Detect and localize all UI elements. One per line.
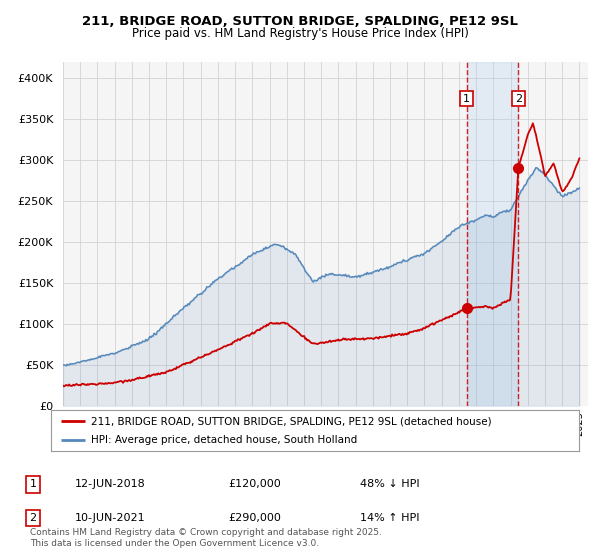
Text: £290,000: £290,000	[228, 513, 281, 523]
Text: 10-JUN-2021: 10-JUN-2021	[75, 513, 146, 523]
Text: Price paid vs. HM Land Registry's House Price Index (HPI): Price paid vs. HM Land Registry's House …	[131, 27, 469, 40]
Text: 12-JUN-2018: 12-JUN-2018	[75, 479, 146, 489]
Text: HPI: Average price, detached house, South Holland: HPI: Average price, detached house, Sout…	[91, 435, 357, 445]
Text: 14% ↑ HPI: 14% ↑ HPI	[360, 513, 419, 523]
Text: 1: 1	[29, 479, 37, 489]
Text: 1: 1	[463, 94, 470, 104]
Text: 211, BRIDGE ROAD, SUTTON BRIDGE, SPALDING, PE12 9SL (detached house): 211, BRIDGE ROAD, SUTTON BRIDGE, SPALDIN…	[91, 417, 491, 426]
Text: £120,000: £120,000	[228, 479, 281, 489]
Text: 48% ↓ HPI: 48% ↓ HPI	[360, 479, 419, 489]
Bar	[467, 62, 518, 406]
Text: 2: 2	[29, 513, 37, 523]
Text: Contains HM Land Registry data © Crown copyright and database right 2025.
This d: Contains HM Land Registry data © Crown c…	[30, 528, 382, 548]
Text: 211, BRIDGE ROAD, SUTTON BRIDGE, SPALDING, PE12 9SL: 211, BRIDGE ROAD, SUTTON BRIDGE, SPALDIN…	[82, 15, 518, 27]
Text: 2: 2	[515, 94, 522, 104]
